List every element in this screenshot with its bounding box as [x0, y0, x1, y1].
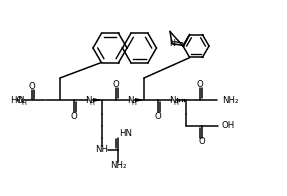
Text: HO: HO: [10, 95, 23, 104]
Text: NH₂: NH₂: [222, 95, 238, 104]
Text: N: N: [85, 95, 91, 104]
Text: O: O: [155, 112, 161, 121]
Text: O: O: [113, 80, 119, 89]
Text: O: O: [29, 82, 35, 91]
Text: H: H: [174, 100, 179, 106]
Text: O: O: [199, 138, 205, 146]
Text: NH: NH: [96, 145, 108, 154]
Text: H: H: [90, 100, 94, 106]
Text: N: N: [169, 95, 175, 104]
Polygon shape: [135, 98, 144, 102]
Text: O: O: [71, 112, 77, 121]
Text: H: H: [22, 100, 26, 106]
Text: N: N: [169, 39, 175, 48]
Text: N: N: [17, 95, 23, 104]
Text: NH₂: NH₂: [110, 162, 126, 171]
Text: N: N: [127, 95, 133, 104]
Text: O: O: [197, 80, 203, 89]
Text: H: H: [131, 100, 136, 106]
Text: OH: OH: [222, 122, 235, 131]
Polygon shape: [93, 98, 102, 102]
Text: HN: HN: [119, 130, 132, 139]
